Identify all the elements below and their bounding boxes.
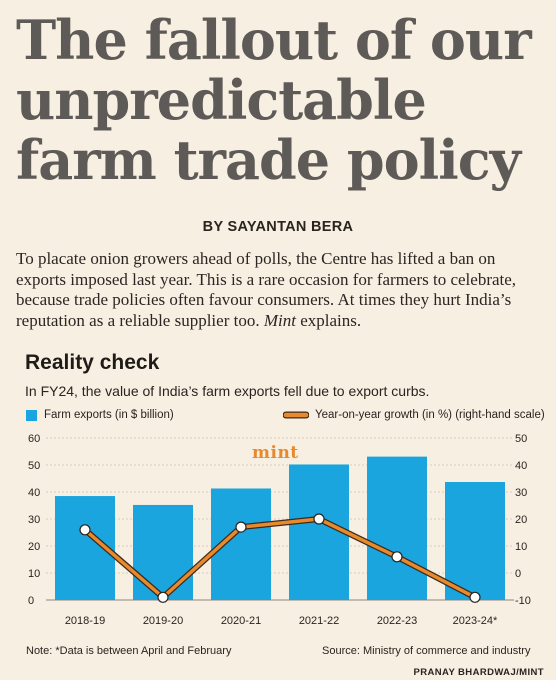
y-left-tick-label: 60 <box>28 433 40 445</box>
chart-title: In FY24, the value of India’s farm expor… <box>25 383 430 399</box>
intro-brand: Mint <box>263 310 296 330</box>
graphic-credit: PRANAY BHARDWAJ/MINT <box>413 667 544 678</box>
y-right-tick-label: 20 <box>515 514 527 526</box>
y-left-tick-label: 40 <box>28 487 40 499</box>
bar <box>289 464 349 600</box>
y-left-tick-label: 10 <box>28 568 40 580</box>
x-tick-label: 2019-20 <box>143 615 183 627</box>
x-tick-label: 2023-24* <box>453 615 498 627</box>
growth-point <box>313 513 325 525</box>
y-right-tick-label: 40 <box>515 460 527 472</box>
y-right-tick-label: 0 <box>515 568 521 580</box>
bar <box>367 456 427 600</box>
bar <box>445 482 505 600</box>
intro-paragraph: To placate onion growers ahead of polls,… <box>16 249 546 331</box>
combo-chart: 0 10 20 30 40 50 60 -10 0 10 20 30 40 50 2018-19 2019-2… <box>28 433 531 627</box>
y-right-tick-label: 30 <box>515 487 527 499</box>
growth-point <box>79 524 91 536</box>
growth-point <box>235 521 247 533</box>
y-left-tick-label: 50 <box>28 460 40 472</box>
section-title: Reality check <box>25 351 160 374</box>
y-right-tick-label: -10 <box>515 595 531 607</box>
x-tick-label: 2018-19 <box>65 615 105 627</box>
growth-point <box>391 551 403 563</box>
x-tick-label: 2022-23 <box>377 615 417 627</box>
x-tick-label: 2021-22 <box>299 615 339 627</box>
growth-point <box>469 591 481 603</box>
y-right-tick-label: 50 <box>515 433 527 445</box>
byline: BY SAYANTAN BERA <box>202 219 354 235</box>
y-left-tick-label: 0 <box>28 595 34 607</box>
intro-text-end: explains. <box>295 310 362 330</box>
legend-bar-swatch <box>26 409 37 421</box>
legend-line: Year-on-year growth (in %) (right-hand s… <box>283 409 545 421</box>
source-note: Source: Ministry of commerce and industr… <box>322 645 531 657</box>
y-left-tick-label: 30 <box>28 514 40 526</box>
y-right-tick-label: 10 <box>515 541 527 553</box>
bar <box>133 504 193 600</box>
mint-logo: mint <box>252 443 299 463</box>
intro-text: To placate onion growers ahead of polls,… <box>16 249 517 330</box>
headline: The fallout of our unpredictable farm tr… <box>16 8 532 192</box>
growth-point <box>157 591 169 603</box>
legend-bars: Farm exports (in $ billion) <box>26 409 174 421</box>
x-tick-label: 2020-21 <box>221 615 261 627</box>
footnote: Note: *Data is between April and Februar… <box>26 645 232 657</box>
legend-bar-label: Farm exports (in $ billion) <box>44 409 174 421</box>
growth-line <box>83 517 477 600</box>
legend-line-label: Year-on-year growth (in %) (right-hand s… <box>315 409 545 421</box>
y-left-tick-label: 20 <box>28 541 40 553</box>
legend-line-swatch <box>283 411 309 419</box>
